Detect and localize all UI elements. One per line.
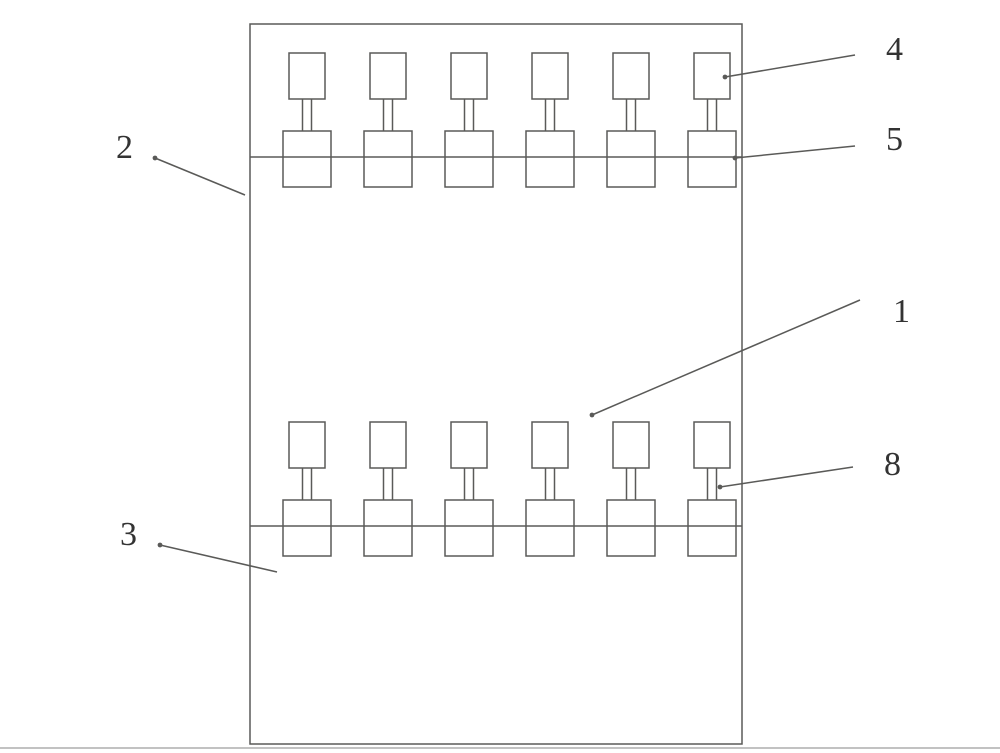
row-bottom-big-1 — [364, 500, 412, 556]
row-bottom-small-0 — [289, 422, 325, 468]
row-bottom-big-0 — [283, 500, 331, 556]
leader-1-seg0 — [592, 300, 860, 415]
row-top-big-5 — [688, 131, 736, 187]
row-bottom-big-2 — [445, 500, 493, 556]
leader-3-tip — [158, 543, 163, 548]
row-bottom-big-5 — [688, 500, 736, 556]
row-bottom-small-1 — [370, 422, 406, 468]
callout-label-5: 5 — [886, 121, 903, 158]
row-top-small-0 — [289, 53, 325, 99]
leader-5-tip — [733, 156, 738, 161]
callout-label-2: 2 — [116, 129, 133, 166]
leader-8-seg0 — [720, 467, 853, 487]
row-bottom-big-3 — [526, 500, 574, 556]
row-top-big-1 — [364, 131, 412, 187]
row-bottom-small-2 — [451, 422, 487, 468]
leader-8-tip — [718, 485, 723, 490]
row-bottom-small-3 — [532, 422, 568, 468]
leader-1-tip — [590, 413, 595, 418]
outer-rect — [250, 24, 742, 744]
row-bottom-small-4 — [613, 422, 649, 468]
callout-label-8: 8 — [884, 446, 901, 483]
row-top-big-3 — [526, 131, 574, 187]
row-top-small-1 — [370, 53, 406, 99]
callout-label-4: 4 — [886, 31, 903, 68]
leader-5-seg0 — [735, 146, 855, 158]
row-top-big-4 — [607, 131, 655, 187]
leader-3-seg0 — [160, 545, 277, 572]
row-top-big-2 — [445, 131, 493, 187]
leader-2-tip — [153, 156, 158, 161]
leader-4-tip — [723, 75, 728, 80]
row-bottom-small-5 — [694, 422, 730, 468]
callout-label-1: 1 — [893, 293, 910, 330]
callout-label-3: 3 — [120, 516, 137, 553]
row-top-small-2 — [451, 53, 487, 99]
row-top-big-0 — [283, 131, 331, 187]
leader-4-seg0 — [725, 55, 855, 77]
row-top-small-4 — [613, 53, 649, 99]
row-bottom-big-4 — [607, 500, 655, 556]
leader-2-seg0 — [155, 158, 245, 195]
row-top-small-3 — [532, 53, 568, 99]
